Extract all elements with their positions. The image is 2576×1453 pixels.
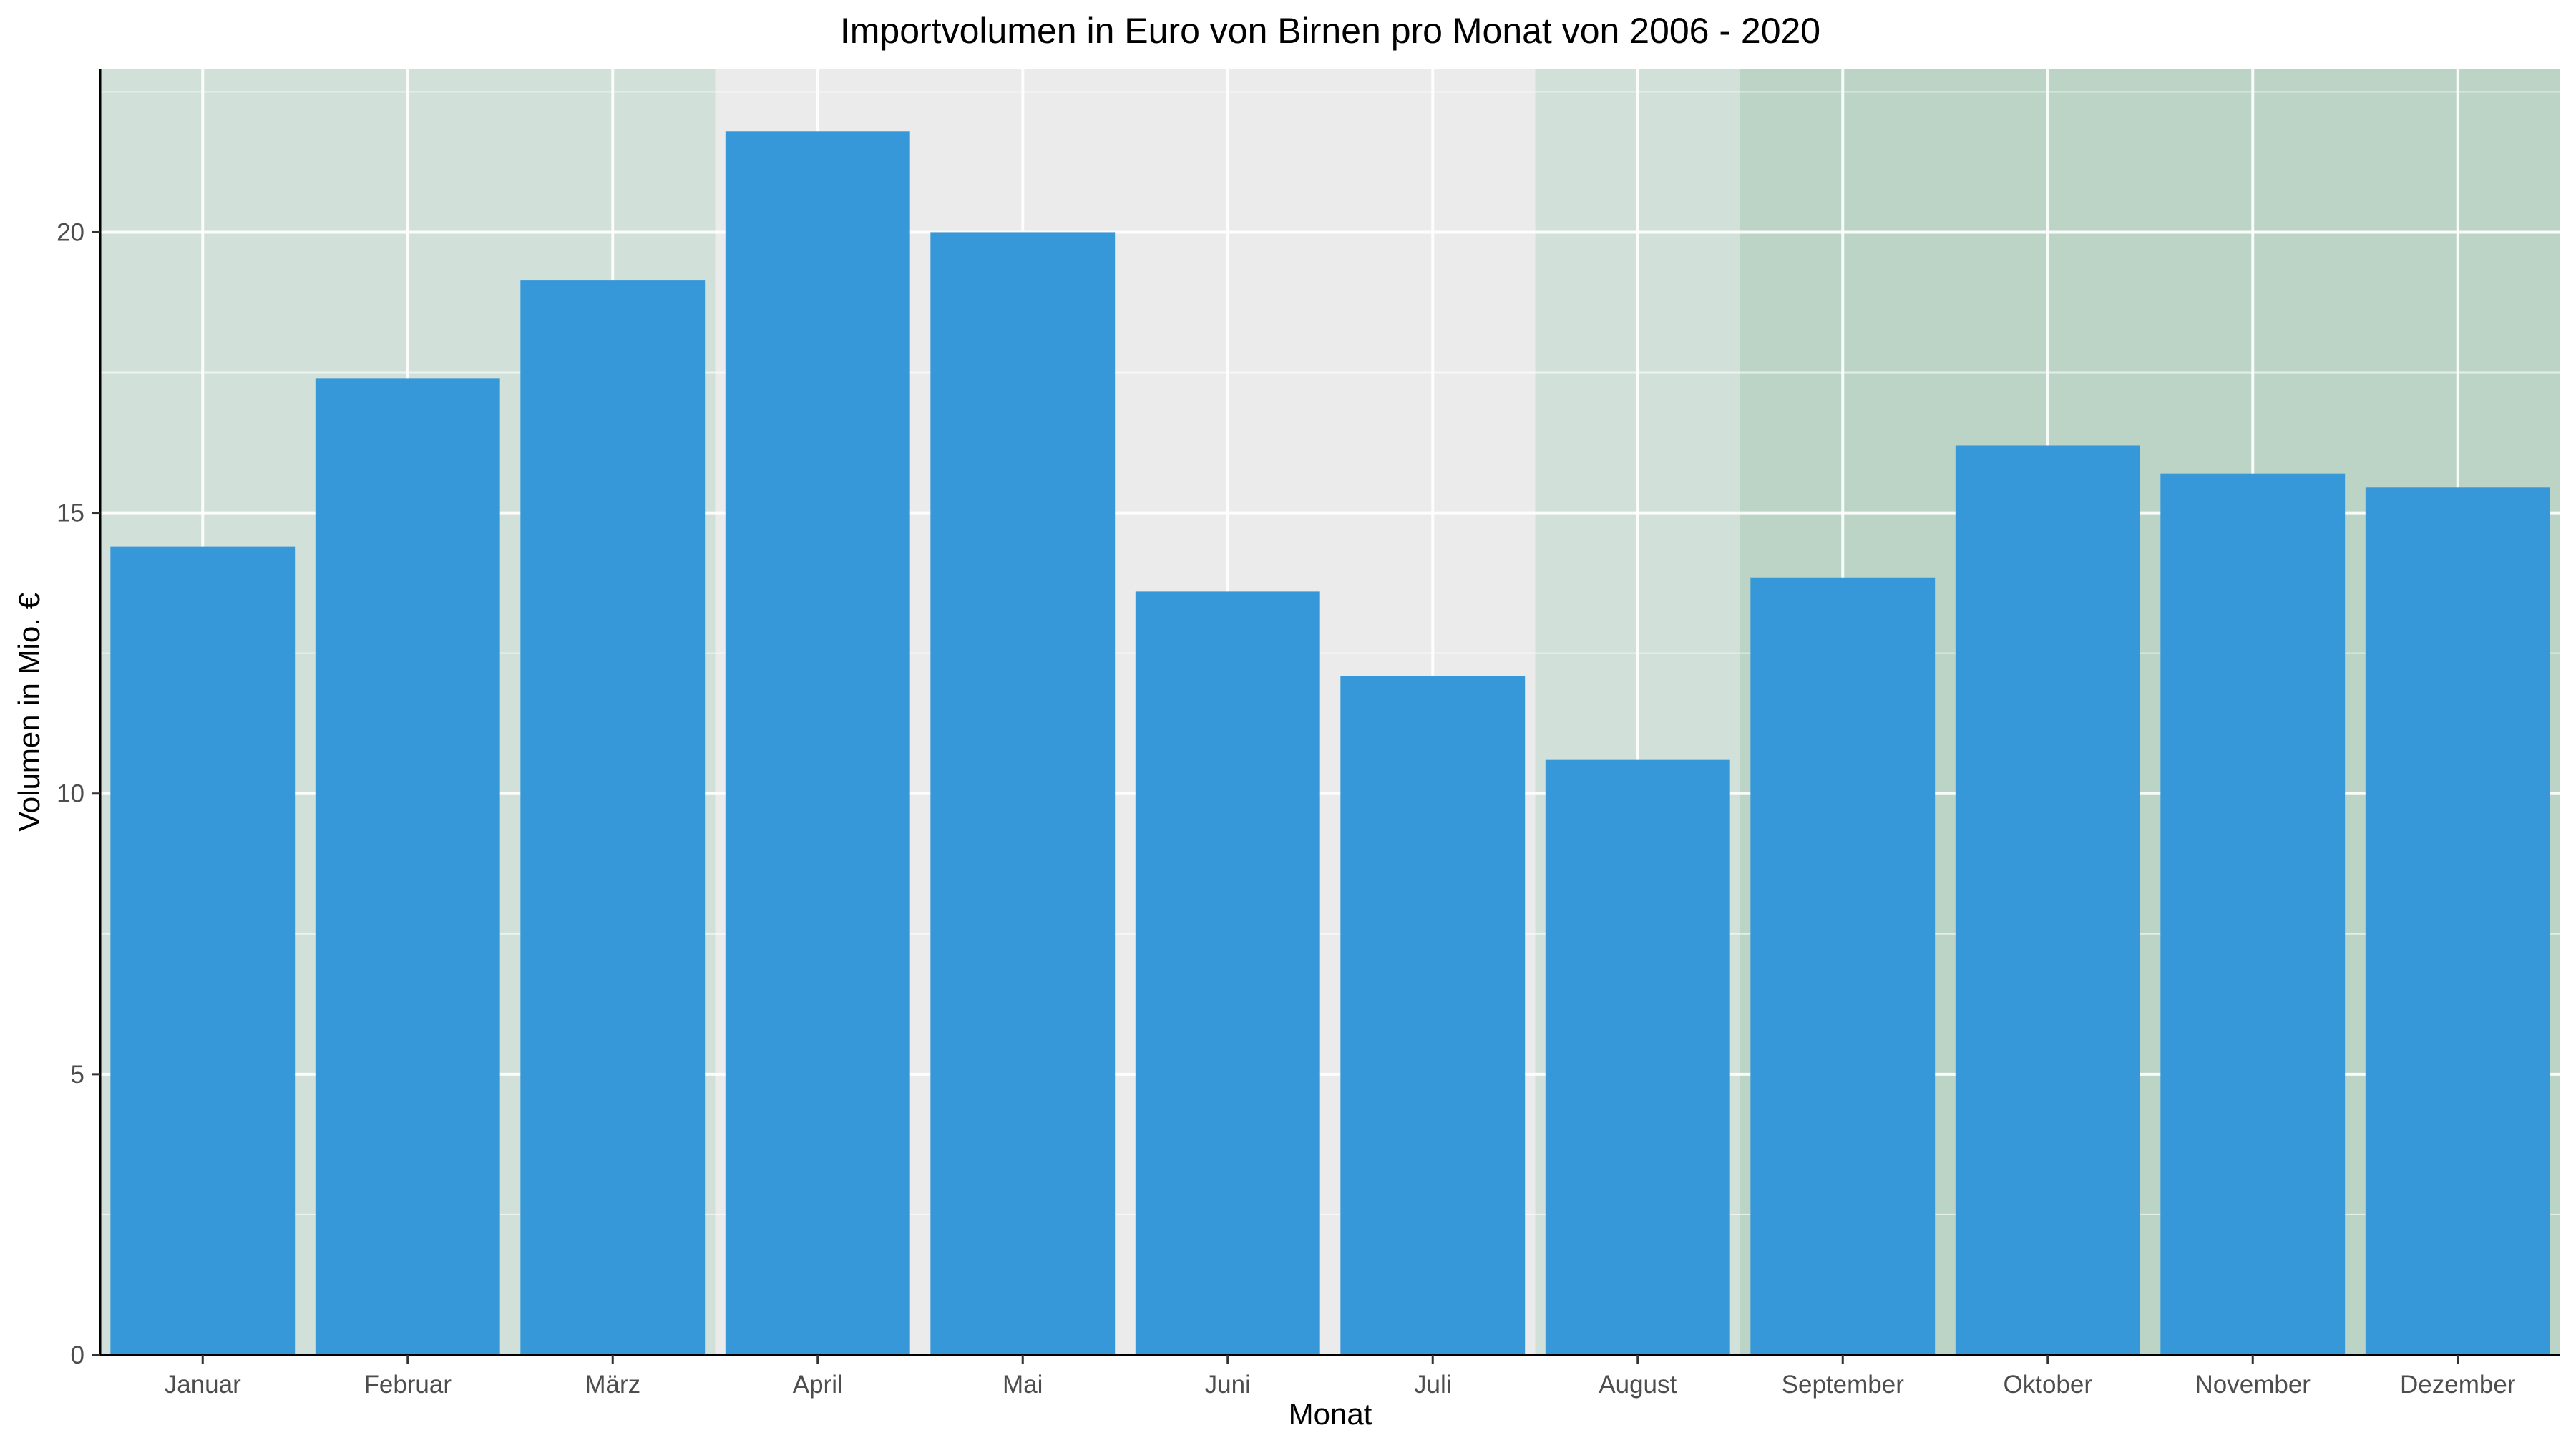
y-tick-label: 5	[71, 1061, 84, 1089]
x-tick-label: Juli	[1414, 1371, 1452, 1399]
x-tick-label: Mai	[1002, 1371, 1043, 1399]
bar-mai	[930, 232, 1116, 1355]
bars	[110, 131, 2550, 1356]
x-tick-label: August	[1599, 1371, 1677, 1399]
bar-juni	[1135, 591, 1320, 1355]
chart-title: Importvolumen in Euro von Birnen pro Mon…	[840, 11, 1820, 51]
bar-juli	[1340, 676, 1526, 1355]
x-tick-label: Februar	[364, 1371, 452, 1399]
bar-januar	[110, 546, 296, 1355]
x-tick-label: Januar	[165, 1371, 241, 1399]
y-tick-label: 10	[57, 780, 84, 808]
x-tick-label: November	[2195, 1371, 2311, 1399]
axes	[99, 69, 2560, 1356]
x-tick-label: März	[585, 1371, 640, 1399]
bar-februar	[315, 378, 500, 1355]
bar-august	[1545, 759, 1730, 1355]
bar-april	[725, 131, 910, 1355]
bar-dezember	[2365, 487, 2550, 1355]
ticks: 0 5 10 15 20 Januar Februar März April Mai Juni Jul…	[57, 218, 2516, 1399]
bar-oktober	[1955, 445, 2140, 1355]
x-tick-label: Oktober	[2004, 1371, 2093, 1399]
bar-november	[2160, 473, 2346, 1356]
y-axis-title: Volumen in Mio. €	[12, 593, 46, 832]
x-tick-label: April	[793, 1371, 843, 1399]
y-tick-label: 20	[57, 218, 84, 246]
x-tick-label: September	[1782, 1371, 1905, 1399]
bar-märz	[520, 280, 706, 1356]
bar-september	[1750, 577, 1936, 1355]
y-tick-label: 15	[57, 500, 84, 528]
y-tick-label: 0	[71, 1341, 84, 1369]
x-tick-label: Dezember	[2400, 1371, 2516, 1399]
x-tick-label: Juni	[1205, 1371, 1251, 1399]
x-axis-title: Monat	[1289, 1397, 1372, 1431]
